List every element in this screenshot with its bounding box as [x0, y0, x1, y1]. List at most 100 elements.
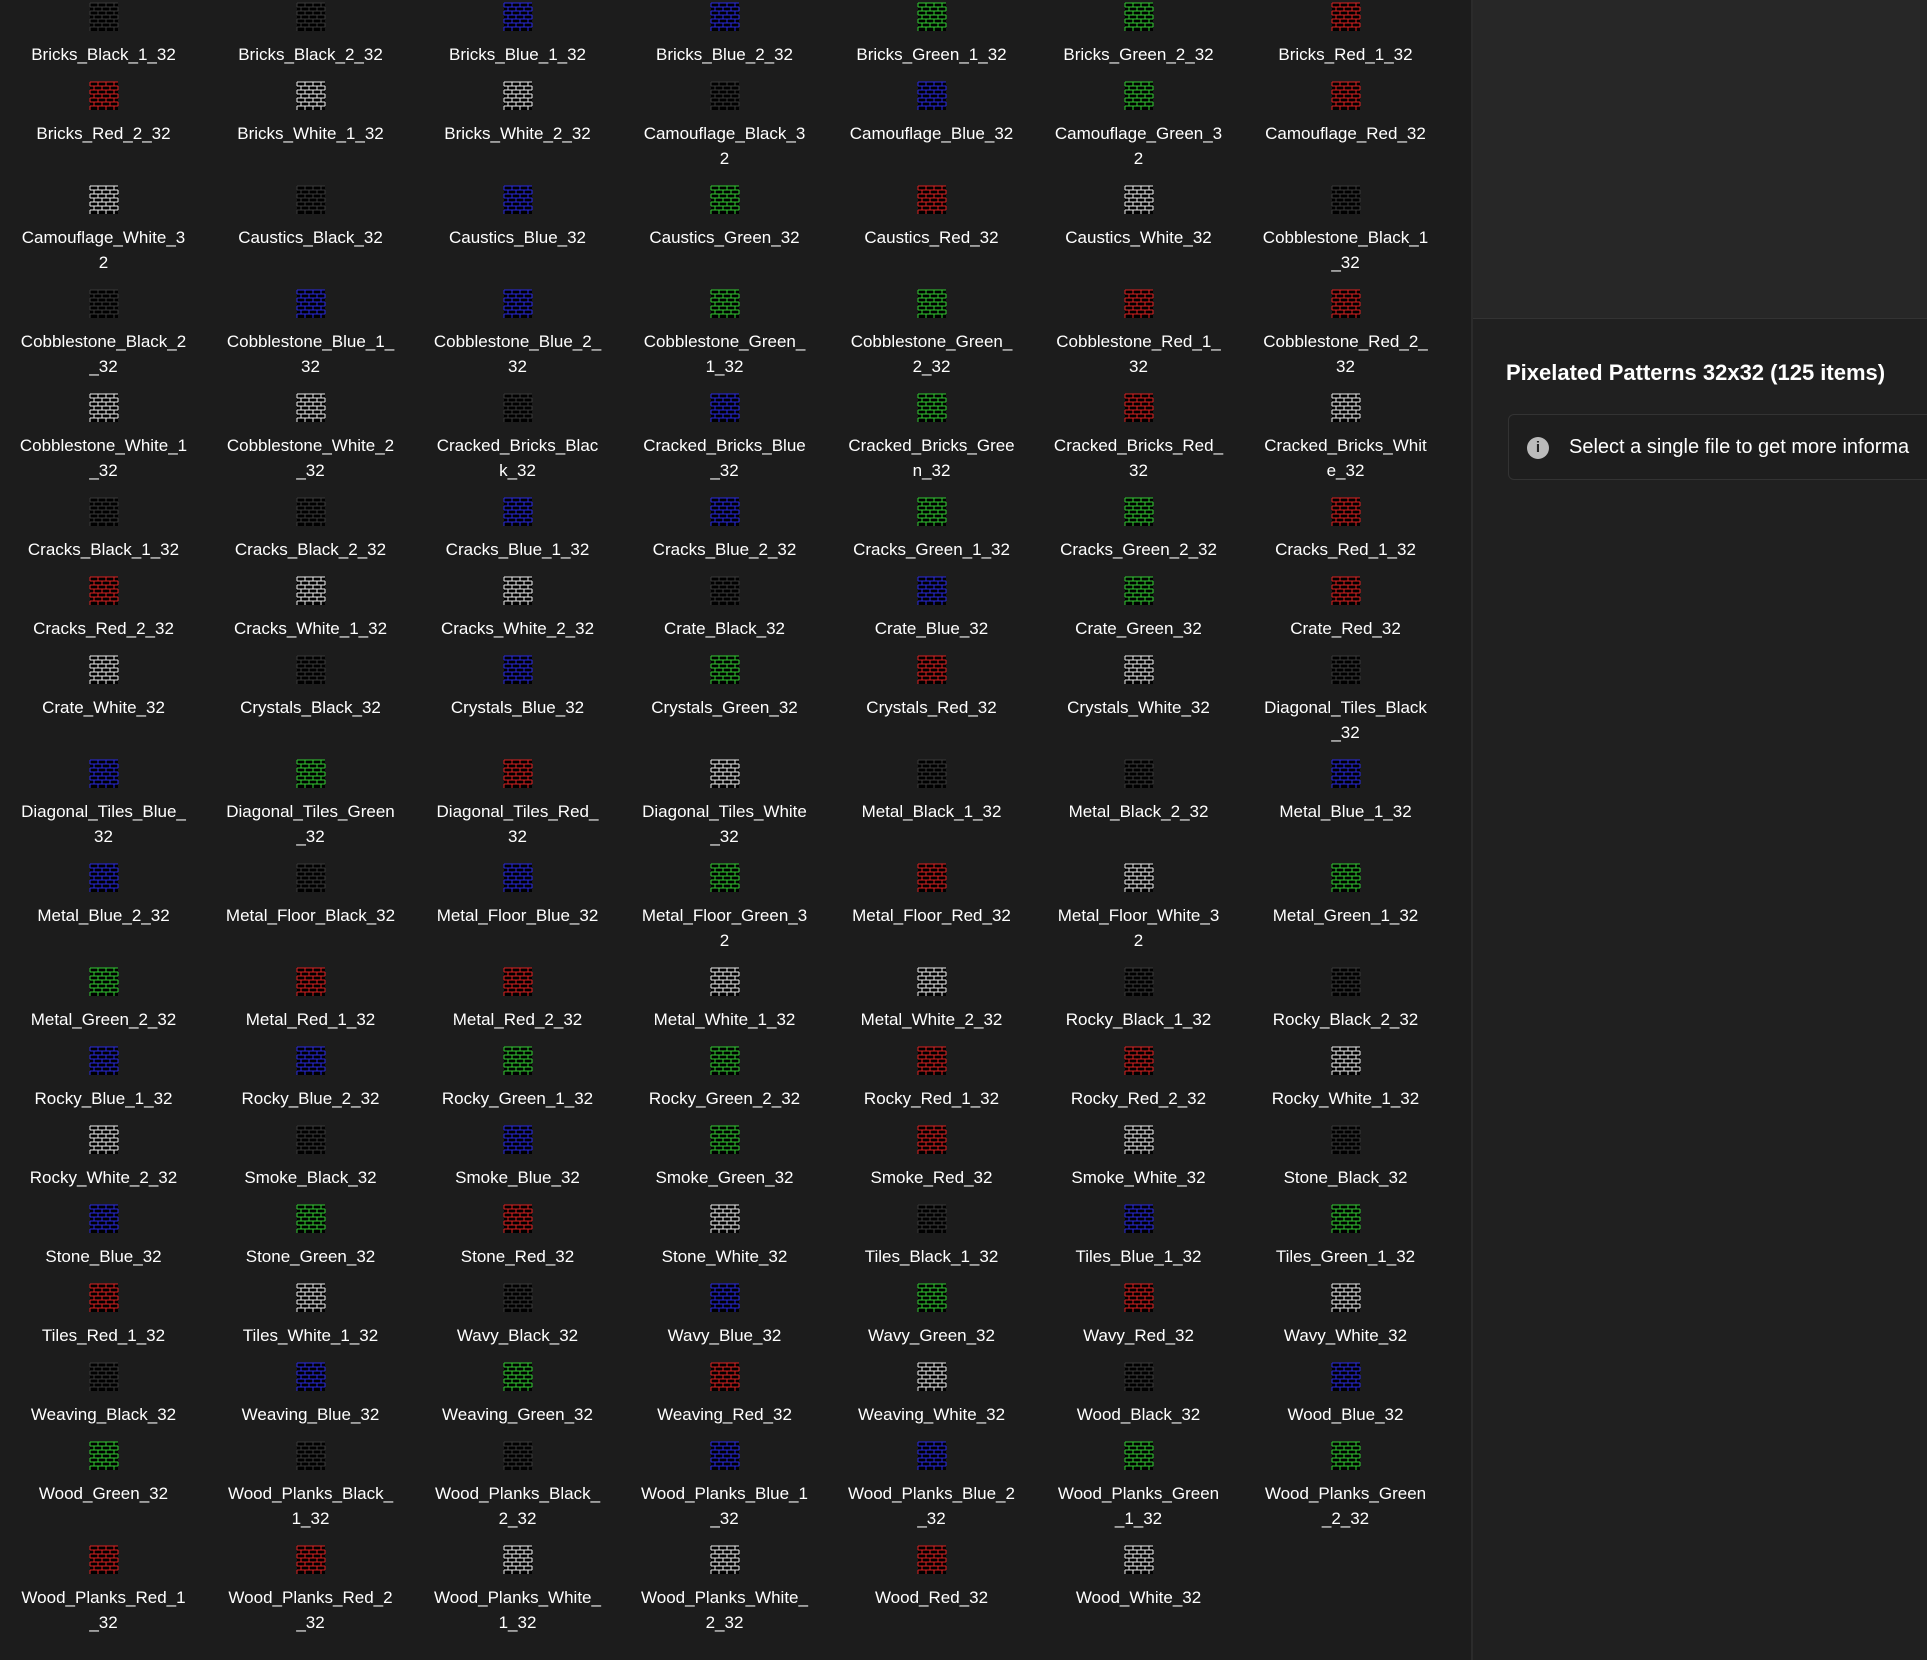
file-item[interactable]: Camouflage_Green_32	[1035, 75, 1242, 179]
file-item[interactable]: Cracked_Bricks_Red_32	[1035, 387, 1242, 491]
file-item[interactable]: Weaving_Black_32	[0, 1356, 207, 1435]
file-item[interactable]: Stone_White_32	[621, 1198, 828, 1277]
file-item[interactable]: Cracks_Red_2_32	[0, 570, 207, 649]
file-item[interactable]: Cracks_Green_2_32	[1035, 491, 1242, 570]
file-item[interactable]: Bricks_Green_2_32	[1035, 0, 1242, 75]
file-item[interactable]: Cracks_Black_1_32	[0, 491, 207, 570]
file-item[interactable]: Bricks_Black_1_32	[0, 0, 207, 75]
file-item[interactable]: Crystals_Green_32	[621, 649, 828, 753]
file-item[interactable]: Tiles_Green_1_32	[1242, 1198, 1449, 1277]
file-item[interactable]: Cracks_White_2_32	[414, 570, 621, 649]
file-item[interactable]: Rocky_White_1_32	[1242, 1040, 1449, 1119]
file-item[interactable]: Cracked_Bricks_Green_32	[828, 387, 1035, 491]
file-item[interactable]: Wood_Blue_32	[1242, 1356, 1449, 1435]
file-item[interactable]: Wood_Black_32	[1035, 1356, 1242, 1435]
file-item[interactable]: Metal_Red_1_32	[207, 961, 414, 1040]
file-item[interactable]: Metal_Green_2_32	[0, 961, 207, 1040]
file-item[interactable]: Metal_Blue_2_32	[0, 857, 207, 961]
file-item[interactable]: Cracked_Bricks_Blue_32	[621, 387, 828, 491]
file-item[interactable]: Bricks_Red_2_32	[0, 75, 207, 179]
file-item[interactable]: Cobblestone_Green_1_32	[621, 283, 828, 387]
file-item[interactable]: Wood_Planks_Black_2_32	[414, 1435, 621, 1539]
file-item[interactable]: Cobblestone_White_1_32	[0, 387, 207, 491]
file-item[interactable]: Crate_Black_32	[621, 570, 828, 649]
file-item[interactable]: Caustics_Green_32	[621, 179, 828, 283]
file-item[interactable]: Diagonal_Tiles_White_32	[621, 753, 828, 857]
file-item[interactable]: Wavy_White_32	[1242, 1277, 1449, 1356]
file-item[interactable]: Metal_Floor_Red_32	[828, 857, 1035, 961]
file-item[interactable]: Stone_Red_32	[414, 1198, 621, 1277]
file-item[interactable]: Cobblestone_Black_1_32	[1242, 179, 1449, 283]
file-item[interactable]: Wood_Red_32	[828, 1539, 1035, 1643]
file-item[interactable]: Cracks_Green_1_32	[828, 491, 1035, 570]
file-item[interactable]: Smoke_Red_32	[828, 1119, 1035, 1198]
file-item[interactable]: Rocky_Red_2_32	[1035, 1040, 1242, 1119]
file-item[interactable]: Weaving_Blue_32	[207, 1356, 414, 1435]
file-item[interactable]: Rocky_Black_1_32	[1035, 961, 1242, 1040]
file-item[interactable]: Crate_Red_32	[1242, 570, 1449, 649]
file-item[interactable]: Wood_Planks_Blue_1_32	[621, 1435, 828, 1539]
file-item[interactable]: Diagonal_Tiles_Green_32	[207, 753, 414, 857]
file-item[interactable]: Metal_Black_2_32	[1035, 753, 1242, 857]
file-item[interactable]: Stone_Black_32	[1242, 1119, 1449, 1198]
file-item[interactable]: Cracked_Bricks_Black_32	[414, 387, 621, 491]
file-item[interactable]: Camouflage_Black_32	[621, 75, 828, 179]
file-item[interactable]: Rocky_Blue_1_32	[0, 1040, 207, 1119]
file-item[interactable]: Diagonal_Tiles_Red_32	[414, 753, 621, 857]
file-item[interactable]: Wood_Planks_Green_1_32	[1035, 1435, 1242, 1539]
file-item[interactable]: Bricks_White_2_32	[414, 75, 621, 179]
file-item[interactable]: Rocky_Green_1_32	[414, 1040, 621, 1119]
file-item[interactable]: Metal_Green_1_32	[1242, 857, 1449, 961]
file-item[interactable]: Crystals_White_32	[1035, 649, 1242, 753]
file-item[interactable]: Crate_Green_32	[1035, 570, 1242, 649]
file-item[interactable]: Camouflage_Blue_32	[828, 75, 1035, 179]
file-item[interactable]: Cobblestone_Green_2_32	[828, 283, 1035, 387]
file-item[interactable]: Smoke_Blue_32	[414, 1119, 621, 1198]
file-item[interactable]: Wood_Planks_Blue_2_32	[828, 1435, 1035, 1539]
file-item[interactable]: Metal_Floor_Green_32	[621, 857, 828, 961]
file-item[interactable]: Wood_Planks_Black_1_32	[207, 1435, 414, 1539]
file-item[interactable]: Wavy_Black_32	[414, 1277, 621, 1356]
file-item[interactable]: Tiles_White_1_32	[207, 1277, 414, 1356]
file-item[interactable]: Cracks_Blue_2_32	[621, 491, 828, 570]
file-item[interactable]: Wavy_Blue_32	[621, 1277, 828, 1356]
file-item[interactable]: Crate_White_32	[0, 649, 207, 753]
file-item[interactable]: Metal_White_2_32	[828, 961, 1035, 1040]
file-item[interactable]: Cobblestone_Red_2_32	[1242, 283, 1449, 387]
file-item[interactable]: Stone_Blue_32	[0, 1198, 207, 1277]
file-item[interactable]: Metal_White_1_32	[621, 961, 828, 1040]
file-item[interactable]: Camouflage_Red_32	[1242, 75, 1449, 179]
file-item[interactable]: Bricks_Blue_1_32	[414, 0, 621, 75]
file-item[interactable]: Crate_Blue_32	[828, 570, 1035, 649]
file-item[interactable]: Tiles_Red_1_32	[0, 1277, 207, 1356]
file-item[interactable]: Cracked_Bricks_White_32	[1242, 387, 1449, 491]
file-item[interactable]: Metal_Black_1_32	[828, 753, 1035, 857]
file-item[interactable]: Tiles_Black_1_32	[828, 1198, 1035, 1277]
file-item[interactable]: Bricks_White_1_32	[207, 75, 414, 179]
file-item[interactable]: Camouflage_White_32	[0, 179, 207, 283]
file-item[interactable]: Wood_Planks_Red_2_32	[207, 1539, 414, 1643]
file-item[interactable]: Diagonal_Tiles_Blue_32	[0, 753, 207, 857]
file-item[interactable]: Wood_Planks_Red_1_32	[0, 1539, 207, 1643]
file-item[interactable]: Weaving_Green_32	[414, 1356, 621, 1435]
file-item[interactable]: Rocky_White_2_32	[0, 1119, 207, 1198]
file-item[interactable]: Weaving_White_32	[828, 1356, 1035, 1435]
file-item[interactable]: Cobblestone_Blue_1_32	[207, 283, 414, 387]
file-item[interactable]: Rocky_Red_1_32	[828, 1040, 1035, 1119]
file-item[interactable]: Metal_Floor_Blue_32	[414, 857, 621, 961]
file-item[interactable]: Wavy_Green_32	[828, 1277, 1035, 1356]
file-item[interactable]: Wood_White_32	[1035, 1539, 1242, 1643]
file-item[interactable]: Smoke_Green_32	[621, 1119, 828, 1198]
file-item[interactable]: Wood_Planks_Green_2_32	[1242, 1435, 1449, 1539]
file-item[interactable]: Bricks_Green_1_32	[828, 0, 1035, 75]
file-item[interactable]: Wood_Green_32	[0, 1435, 207, 1539]
file-item[interactable]: Cracks_Black_2_32	[207, 491, 414, 570]
file-item[interactable]: Cracks_Blue_1_32	[414, 491, 621, 570]
file-item[interactable]: Smoke_White_32	[1035, 1119, 1242, 1198]
file-item[interactable]: Wood_Planks_White_2_32	[621, 1539, 828, 1643]
file-item[interactable]: Diagonal_Tiles_Black_32	[1242, 649, 1449, 753]
file-item[interactable]: Caustics_White_32	[1035, 179, 1242, 283]
file-item[interactable]: Rocky_Blue_2_32	[207, 1040, 414, 1119]
file-item[interactable]: Cobblestone_White_2_32	[207, 387, 414, 491]
file-item[interactable]: Metal_Floor_White_32	[1035, 857, 1242, 961]
